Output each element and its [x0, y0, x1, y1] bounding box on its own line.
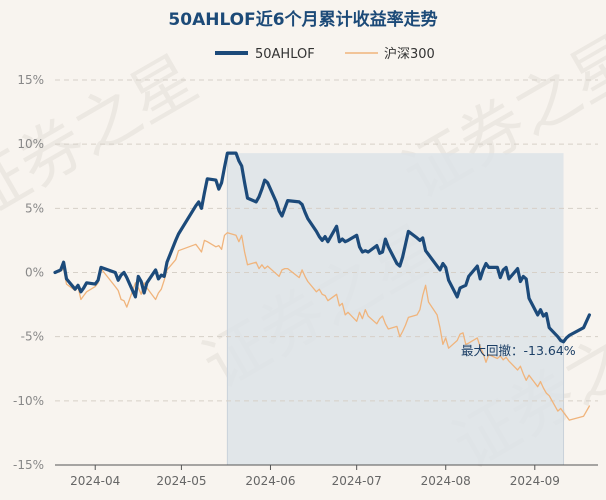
- y-tick-label: 10%: [17, 137, 44, 151]
- y-tick-label: -5%: [21, 330, 44, 344]
- y-tick-label: -10%: [13, 394, 44, 408]
- x-tick-label: 2024-09: [510, 474, 560, 488]
- y-tick-label: 0%: [25, 266, 44, 280]
- y-tick-label: 5%: [25, 201, 44, 215]
- x-tick-label: 2024-06: [245, 474, 295, 488]
- legend-label-50ahlof: 50AHLOF: [255, 47, 315, 62]
- drawdown-band: [227, 153, 564, 465]
- x-tick-label: 2024-04: [70, 474, 120, 488]
- x-axis: 2024-04 2024-05 2024-06 2024-07 2024-08 2024-…: [55, 464, 598, 488]
- legend-label-hs300: 沪深300: [384, 46, 435, 62]
- y-axis: 15% 10% 5% 0% -5% -10% -15%: [13, 73, 44, 472]
- series-line-50ahlof: [53, 151, 591, 344]
- max-drawdown-area: [226, 153, 565, 465]
- x-tick-label: 2024-08: [421, 474, 471, 488]
- y-tick-label: -15%: [13, 458, 44, 472]
- chart-title: 50AHLOF近6个月累计收益率走势: [168, 9, 437, 30]
- legend: 50AHLOF 沪深300: [215, 46, 435, 62]
- max-drawdown-label: 最大回撤：-13.64%: [461, 343, 576, 358]
- grid: [55, 79, 598, 402]
- series-lines: [53, 151, 591, 421]
- x-tick-label: 2024-07: [332, 474, 382, 488]
- y-tick-label: 15%: [17, 73, 44, 87]
- x-tick-label: 2024-05: [156, 474, 206, 488]
